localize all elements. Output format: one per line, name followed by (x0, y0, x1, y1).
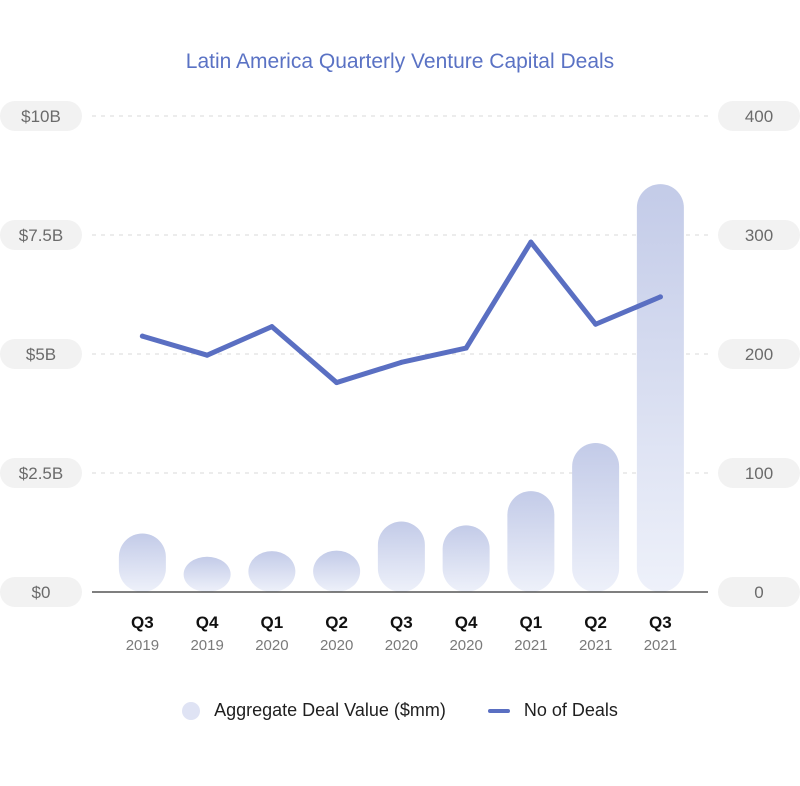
deal-count-point[interactable] (528, 239, 534, 245)
deal-count-point[interactable] (657, 294, 663, 300)
right-tick-pill (718, 577, 800, 607)
right-tick-pill (718, 220, 800, 250)
deal-count-point[interactable] (204, 352, 210, 358)
deal-value-bar[interactable] (248, 551, 296, 592)
right-tick-label: 100 (745, 464, 773, 483)
deal-value-bar[interactable] (572, 443, 620, 592)
x-tick: Q4 2020 (449, 613, 482, 654)
deal-value-bar[interactable] (636, 184, 684, 592)
x-tick: Q3 2019 (126, 613, 159, 654)
x-tick-quarter: Q1 (520, 613, 543, 632)
right-tick: 0 (718, 577, 800, 607)
legend-line-swatch (487, 708, 510, 713)
bar-series (118, 184, 684, 592)
right-tick-label: 0 (754, 583, 763, 602)
left-tick: $10B (0, 101, 82, 131)
x-tick: Q2 2020 (320, 613, 353, 654)
deal-count-point[interactable] (593, 321, 599, 327)
x-tick-year: 2019 (126, 637, 159, 654)
x-tick-year: 2020 (449, 637, 482, 654)
x-tick: Q1 2021 (514, 613, 547, 654)
x-tick: Q1 2020 (255, 613, 288, 654)
left-tick-pill (0, 339, 82, 369)
legend-label-deal-value: Aggregate Deal Value ($mm) (214, 700, 446, 720)
x-tick: Q4 2019 (190, 613, 223, 654)
right-tick-label: 400 (745, 107, 773, 126)
left-tick-label: $0 (32, 583, 51, 602)
x-tick-quarter: Q4 (455, 613, 478, 632)
x-tick-year: 2020 (255, 637, 288, 654)
legend-bar-swatch (182, 701, 201, 720)
right-tick: 200 (718, 339, 800, 369)
left-tick-pill (0, 577, 82, 607)
x-tick-quarter: Q3 (390, 613, 413, 632)
deal-value-bar[interactable] (377, 521, 425, 592)
left-tick: $0 (0, 577, 82, 607)
left-tick-label: $7.5B (19, 226, 63, 245)
legend-item-deal-count[interactable]: No of Deals (487, 700, 618, 721)
legend-item-deal-value[interactable]: Aggregate Deal Value ($mm) (182, 700, 446, 721)
x-tick: Q2 2021 (579, 613, 612, 654)
deal-count-point[interactable] (334, 380, 340, 386)
left-tick: $7.5B (0, 220, 82, 250)
deal-value-bar[interactable] (183, 556, 231, 592)
x-axis: Q3 2019 Q4 2019 Q1 2020 Q2 2020 Q3 2020 Q4 2020 Q1 20… (126, 613, 677, 654)
legend: Aggregate Deal Value ($mm) No of Deals (0, 700, 800, 721)
x-tick-quarter: Q1 (261, 613, 284, 632)
x-tick-quarter: Q4 (196, 613, 219, 632)
left-tick-label: $10B (21, 107, 61, 126)
right-tick-pill (718, 101, 800, 131)
left-tick: $5B (0, 339, 82, 369)
deal-count-point[interactable] (463, 345, 469, 351)
deal-count-point[interactable] (139, 333, 145, 339)
x-tick-year: 2021 (644, 637, 677, 654)
line-series (139, 239, 663, 386)
right-tick-pill (718, 458, 800, 488)
right-tick: 400 (718, 101, 800, 131)
right-tick-label: 300 (745, 226, 773, 245)
right-tick: 100 (718, 458, 800, 488)
x-tick-quarter: Q2 (584, 613, 607, 632)
chart-title: Latin America Quarterly Venture Capital … (185, 50, 615, 73)
deal-count-point[interactable] (398, 359, 404, 365)
right-tick-pill (718, 339, 800, 369)
left-tick: $2.5B (0, 458, 82, 488)
left-tick-label: $5B (26, 345, 56, 364)
x-tick-quarter: Q3 (649, 613, 672, 632)
deal-value-bar[interactable] (442, 525, 490, 592)
x-tick: Q3 2021 (644, 613, 677, 654)
left-tick-pill (0, 101, 82, 131)
deal-value-bar[interactable] (118, 533, 166, 592)
x-tick-year: 2021 (579, 637, 612, 654)
left-tick-label: $2.5B (19, 464, 63, 483)
deal-count-point[interactable] (269, 324, 275, 330)
x-tick-quarter: Q2 (325, 613, 348, 632)
left-axis: $0 $2.5B $5B $7.5B $10B (0, 101, 82, 607)
grid-lines (92, 115, 708, 474)
left-tick-pill (0, 220, 82, 250)
deal-value-bar[interactable] (507, 491, 555, 592)
x-tick-quarter: Q3 (131, 613, 154, 632)
x-tick-year: 2021 (514, 637, 547, 654)
x-tick-year: 2020 (385, 637, 418, 654)
right-tick-label: 200 (745, 345, 773, 364)
right-axis: 0 100 200 300 400 (718, 101, 800, 607)
left-tick-pill (0, 458, 82, 488)
legend-label-deal-count: No of Deals (523, 700, 618, 720)
chart-plot: $0 $2.5B $5B $7.5B $10B 0 100 200 300 400 Q3 2019… (0, 101, 800, 654)
x-tick-year: 2020 (320, 637, 353, 654)
x-tick-year: 2019 (190, 637, 223, 654)
right-tick: 300 (718, 220, 800, 250)
deal-value-bar[interactable] (313, 550, 361, 592)
x-tick: Q3 2020 (385, 613, 418, 654)
